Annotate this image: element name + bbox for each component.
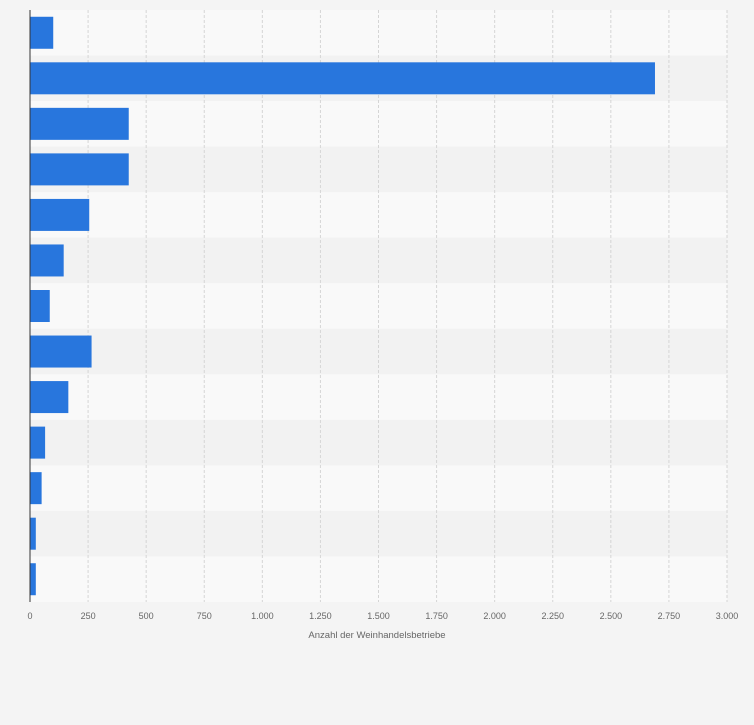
x-tick-label: 2.250 — [541, 611, 564, 621]
row-band — [30, 146, 727, 193]
x-tick-label: 1.250 — [309, 611, 332, 621]
x-tick-label: 2.500 — [600, 611, 623, 621]
x-tick-label: 1.000 — [251, 611, 274, 621]
x-tick-label: 2.750 — [658, 611, 681, 621]
x-tick-label: 1.500 — [367, 611, 390, 621]
bar — [30, 290, 50, 322]
x-tick-label: 3.000 — [716, 611, 739, 621]
bar — [30, 426, 46, 459]
bar — [30, 153, 129, 186]
bar — [30, 472, 42, 505]
bar — [30, 517, 36, 550]
bar — [30, 107, 129, 140]
x-axis-label: Anzahl der Weinhandelsbetriebe — [308, 630, 445, 641]
row-band — [30, 510, 727, 557]
x-tick-label: 250 — [81, 611, 96, 621]
bar — [30, 563, 36, 596]
bar — [30, 62, 655, 95]
row-band — [30, 101, 727, 147]
x-tick-label: 0 — [27, 611, 32, 621]
x-tick-label: 1.750 — [425, 611, 448, 621]
bar — [30, 381, 69, 414]
bar — [30, 244, 64, 277]
bar — [30, 16, 54, 49]
bar — [30, 198, 90, 231]
x-tick-label: 750 — [197, 611, 212, 621]
bars — [30, 16, 655, 596]
row-band — [30, 556, 727, 602]
bar — [30, 335, 92, 368]
x-tick-label: 2.000 — [483, 611, 506, 621]
x-tick-label: 500 — [139, 611, 154, 621]
x-tick-labels: 0 250 500 750 1.000 1.250 1.500 1.750 2.000 2.250… — [27, 611, 738, 621]
grid-lines — [87, 10, 728, 602]
